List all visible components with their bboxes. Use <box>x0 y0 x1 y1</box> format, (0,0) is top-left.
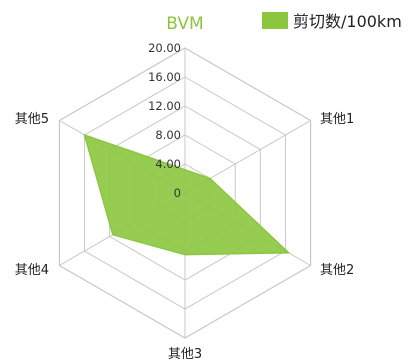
tick-labels: 0 4.00 8.00 12.00 16.00 20.00 <box>148 41 181 200</box>
legend-label: 剪切数/100km <box>293 12 402 31</box>
series-layer <box>83 133 291 256</box>
legend-swatch <box>262 12 288 29</box>
axis-label-4: 其他4 <box>15 263 49 278</box>
tick-label: 8.00 <box>155 128 181 142</box>
chart-title: BVM <box>166 14 203 34</box>
axis-label-5: 其他5 <box>15 112 49 127</box>
tick-label: 16.00 <box>148 70 181 84</box>
axis-label-1: 其他1 <box>320 112 354 127</box>
legend: 剪切数/100km <box>262 12 402 31</box>
tick-label: 4.00 <box>155 157 181 171</box>
axis-label-2: 其他2 <box>320 263 354 278</box>
tick-label: 12.00 <box>148 99 181 113</box>
axis-label-3: 其他3 <box>168 347 202 362</box>
tick-label: 20.00 <box>148 41 181 55</box>
series-area <box>83 133 291 256</box>
axis-labels: 其他1 其他2 其他3 其他4 其他5 <box>15 112 355 362</box>
tick-label: 0 <box>174 186 181 200</box>
